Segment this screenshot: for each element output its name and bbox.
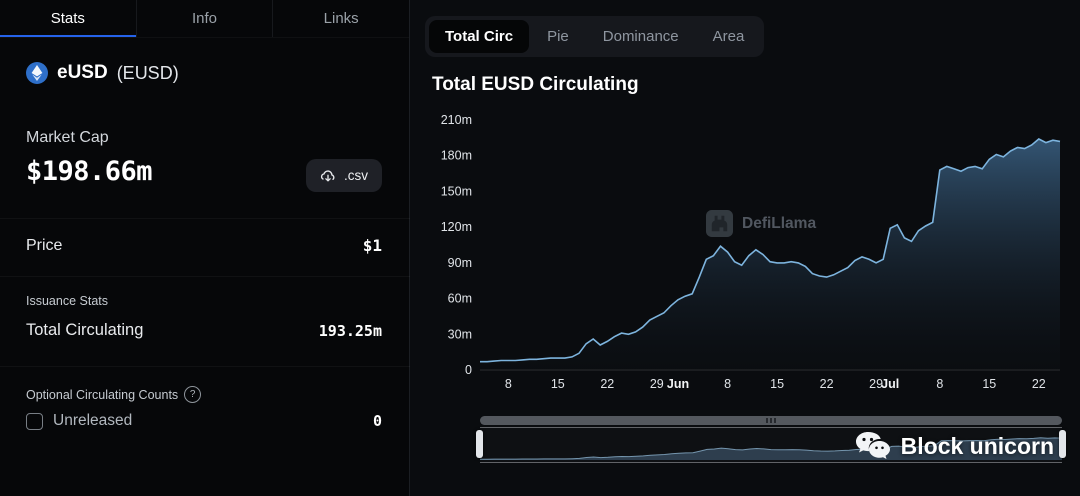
- total-circulating-value: 193.25m: [318, 321, 382, 340]
- brush-mini-svg: [480, 437, 1063, 460]
- svg-text:8: 8: [936, 377, 943, 391]
- scrollbar-grip-icon: [766, 418, 776, 423]
- stats-sidebar: Stats Info Links eUSD (EUSD) Market Cap …: [0, 0, 410, 496]
- divider: [0, 276, 410, 277]
- svg-text:Jul: Jul: [881, 377, 899, 391]
- issuance-stats-label: Issuance Stats: [26, 294, 108, 308]
- unreleased-value: 0: [372, 412, 382, 430]
- price-value: $1: [362, 236, 382, 255]
- chart-title: Total EUSD Circulating: [432, 74, 639, 95]
- cloud-download-icon: [320, 168, 336, 184]
- svg-text:120m: 120m: [441, 220, 472, 234]
- brush-left-handle[interactable]: [476, 430, 483, 458]
- wechat-icon: [855, 430, 891, 462]
- svg-text:210m: 210m: [441, 113, 472, 127]
- divider: [0, 366, 410, 367]
- chart-type-tabs: Total Circ Pie Dominance Area: [425, 16, 765, 57]
- token-symbol: (EUSD): [116, 62, 179, 83]
- divider: [0, 218, 410, 219]
- chart-scrollbar[interactable]: [480, 416, 1062, 425]
- block-unicorn-watermark: Block unicorn: [855, 430, 1054, 462]
- svg-text:90m: 90m: [448, 256, 472, 270]
- unreleased-label: Unreleased: [53, 412, 133, 429]
- unreleased-row: Unreleased 0: [26, 412, 382, 430]
- tab-total-circ[interactable]: Total Circ: [429, 20, 530, 53]
- svg-text:29: 29: [650, 377, 664, 391]
- defillama-watermark-text: DefiLlama: [742, 214, 817, 232]
- svg-text:8: 8: [724, 377, 731, 391]
- tab-stats[interactable]: Stats: [0, 0, 137, 37]
- tab-info[interactable]: Info: [137, 0, 274, 37]
- svg-text:60m: 60m: [448, 292, 472, 306]
- tab-links[interactable]: Links: [323, 10, 359, 27]
- block-unicorn-text: Block unicorn: [900, 432, 1054, 459]
- market-cap-value: $198.66m: [26, 156, 153, 187]
- question-mark-icon[interactable]: ?: [184, 386, 202, 403]
- total-circulating-row: Total Circulating 193.25m: [26, 321, 382, 340]
- svg-text:Jun: Jun: [667, 377, 689, 391]
- svg-text:22: 22: [1032, 377, 1046, 391]
- token-header: eUSD (EUSD): [26, 62, 179, 84]
- svg-text:30m: 30m: [448, 327, 472, 341]
- svg-text:8: 8: [505, 377, 512, 391]
- brush-right-handle[interactable]: [1059, 430, 1066, 458]
- price-label: Price: [26, 236, 63, 254]
- chart-brush[interactable]: [476, 427, 1066, 463]
- svg-text:22: 22: [600, 377, 614, 391]
- total-circulating-label: Total Circulating: [26, 321, 144, 339]
- svg-text:29: 29: [869, 377, 883, 391]
- defillama-watermark: DefiLlama: [706, 210, 816, 237]
- tab-area[interactable]: Area: [712, 28, 745, 45]
- unreleased-checkbox[interactable]: [26, 412, 43, 430]
- main-chart: 0 30m 60m 90m 120m 150m 180m 210m 8 15 22 29 Jun 8 15 2…: [432, 106, 1080, 400]
- svg-text:15: 15: [551, 377, 565, 391]
- defillama-llama-icon: [706, 210, 733, 237]
- csv-button-label: .csv: [343, 168, 368, 183]
- market-cap-label: Market Cap: [26, 129, 109, 146]
- svg-text:180m: 180m: [441, 149, 472, 163]
- download-csv-button[interactable]: .csv: [305, 159, 382, 192]
- svg-text:15: 15: [770, 377, 784, 391]
- price-row: Price $1: [26, 236, 382, 255]
- tab-dominance[interactable]: Dominance: [602, 28, 679, 45]
- eusd-token-icon: [26, 62, 48, 84]
- svg-text:150m: 150m: [441, 184, 472, 198]
- token-name: eUSD: [57, 62, 108, 83]
- tab-pie[interactable]: Pie: [547, 28, 569, 45]
- optional-counts-text: Optional Circulating Counts: [26, 387, 179, 402]
- svg-text:0: 0: [465, 363, 472, 377]
- svg-text:22: 22: [820, 377, 834, 391]
- optional-counts-label: Optional Circulating Counts ?: [26, 386, 202, 403]
- chart-panel: Total Circ Pie Dominance Area Total EUSD…: [410, 0, 1080, 496]
- svg-text:15: 15: [982, 377, 996, 391]
- sidebar-tabbar: Stats Info Links: [0, 0, 409, 38]
